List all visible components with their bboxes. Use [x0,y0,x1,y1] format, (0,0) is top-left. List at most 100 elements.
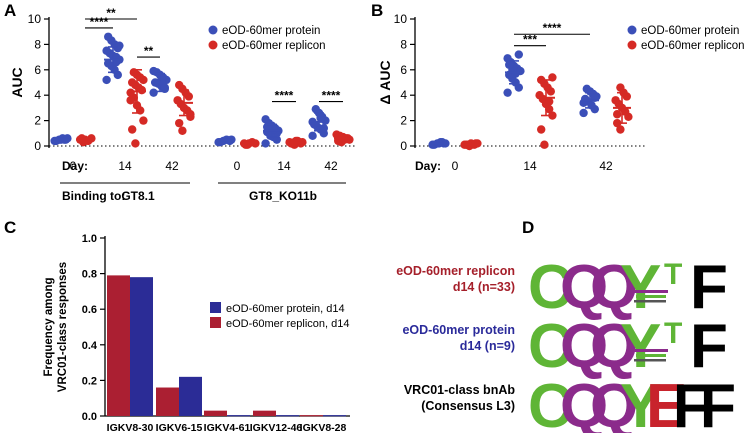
significance-label: **** [90,15,109,29]
logo-minor-letters [636,295,666,298]
y-axis-label: AUC [9,67,25,97]
logo-letter: E [646,372,687,433]
logo-letter: T [664,317,682,350]
day-tick-label: 14 [523,159,537,173]
data-point [102,46,111,55]
x-tick-label: IGKV8-30 [107,422,154,433]
data-point [104,59,113,68]
logo-letter: Y [620,372,661,433]
y-tick-label: 2 [34,114,41,128]
logo-title-line: d14 (n=9) [460,339,515,353]
data-point [128,78,137,87]
logo-letter: C [528,253,573,322]
y-tick-label: 8 [400,37,407,51]
x-tick-label: IGKV12-46 [250,422,303,433]
data-point [115,41,124,50]
legend-label: eOD-60mer protein [641,25,739,37]
legend-marker [208,40,218,50]
logo-letter: F [700,371,736,433]
logo-letter: C [528,312,573,381]
binding-group-label: GT8.1 [121,189,155,203]
y-tick-label: 0 [400,139,407,153]
legend-marker [627,40,637,50]
data-point [131,139,140,148]
logo-letter: Y [620,312,661,381]
bar [300,415,323,417]
legend-marker [208,25,218,35]
legend-label: eOD-60mer replicon [641,40,745,52]
logo-letter: Q [590,312,638,381]
logo-letter: F [673,371,709,433]
panel-c-letter: C [4,218,16,237]
data-point [548,111,557,120]
logo-letter: Q [590,372,638,433]
bar [253,410,276,416]
logo-letter: Q [590,253,638,322]
bar [130,277,153,416]
data-point [545,97,554,106]
y-axis-label-line: VRC01-class responses [57,262,69,392]
data-point [505,60,514,69]
logo-letter: Q [560,312,608,381]
logo-title-line: (Consensus L3) [421,399,515,413]
y-tick-label: 0.2 [82,375,97,387]
y-tick-label: 10 [28,12,42,26]
panel-b-letter: B [371,1,383,20]
y-tick-label: 1.0 [82,233,97,245]
data-point [139,116,148,125]
y-tick-label: 0.6 [82,304,97,316]
day-tick-label: 42 [599,159,613,173]
y-tick-label: 0.4 [82,340,98,352]
data-point [175,80,184,90]
bar [227,415,250,417]
logo-title-line: VRC01-class bnAb [404,383,516,397]
data-point [104,32,113,41]
day-tick-label: 14 [277,159,291,173]
logo-letter: C [528,372,573,433]
bar [323,415,346,417]
data-point [175,118,184,128]
logo-minor-letters [634,290,668,293]
data-point [261,115,270,124]
bar [156,387,179,416]
day-tick-label: 42 [324,159,338,173]
day-tick-label: 42 [165,159,179,173]
panel-d-letter: D [522,218,534,237]
data-point [514,50,523,59]
data-point [178,126,187,135]
y-tick-label: 8 [34,37,41,51]
significance-label: **** [275,89,294,103]
logo-letter: Q [560,253,608,322]
data-point [266,131,275,141]
data-point [308,131,317,141]
legend-label: eOD-60mer protein, d14 [226,303,345,315]
bar [107,275,130,416]
data-point [611,96,620,105]
significance-label: **** [322,89,341,103]
data-point [540,140,549,149]
significance-label: **** [543,21,562,35]
y-tick-label: 4 [34,88,41,102]
data-point [582,84,591,94]
data-point [102,75,111,85]
data-point [126,96,135,105]
day-tick-label: 14 [118,159,132,173]
day-tick-label: 0 [234,159,241,173]
x-tick-label: IGKV4-61 [204,422,251,433]
day-tick-label: 0 [70,159,77,173]
data-point [337,132,346,142]
logo-title-line: eOD-60mer protein [402,323,515,337]
binding-group-label: GT8_KO11b [249,189,317,203]
panel-c-chart: 0.0 0.2 0.4 0.6 0.8 1.0 Frequency among VRC01-c… [43,233,350,433]
logo-letter: F [690,312,728,381]
legend-label: eOD-60mer protein [222,25,320,37]
logo-title-line: d14 (n=33) [453,280,515,294]
significance-label: ** [144,44,154,58]
data-point [186,110,195,119]
x-tick-label: IGKV6-15 [156,422,203,433]
data-point [613,110,622,119]
day-axis-label: Day: [415,159,441,173]
logo-minor-letters [634,349,668,352]
